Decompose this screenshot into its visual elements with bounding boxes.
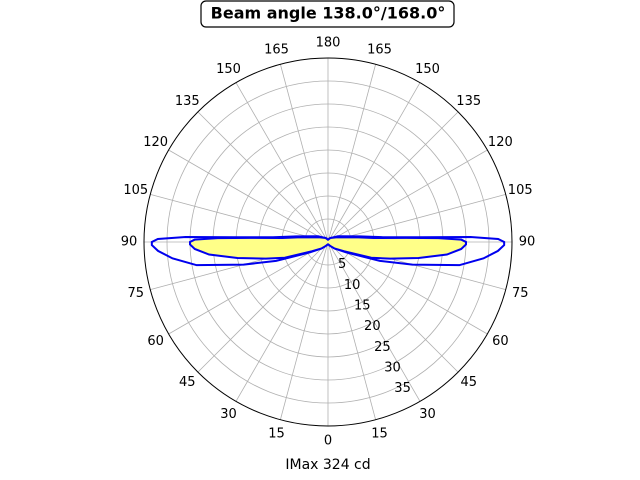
x-tick-label: 180 bbox=[316, 36, 341, 51]
grid-spoke bbox=[327, 64, 377, 243]
x-tick-label: 45 bbox=[179, 375, 196, 390]
x-tick-label: 75 bbox=[512, 286, 529, 301]
grid-spoke bbox=[235, 241, 329, 402]
grid-spoke bbox=[327, 149, 488, 243]
x-tick-label: 135 bbox=[175, 94, 200, 109]
x-tick-label: 75 bbox=[128, 286, 145, 301]
y-tick-label: 25 bbox=[374, 340, 391, 355]
grid-spoke bbox=[279, 64, 329, 243]
y-tick-label: 15 bbox=[354, 299, 371, 314]
x-tick-label: 15 bbox=[371, 427, 388, 442]
x-tick-label: 90 bbox=[121, 235, 138, 250]
grid-spoke bbox=[197, 111, 329, 243]
x-tick-label: 15 bbox=[268, 427, 285, 442]
grid-spoke bbox=[327, 241, 421, 402]
grid-spoke bbox=[168, 241, 329, 335]
y-tick-label: 10 bbox=[344, 278, 361, 293]
grid-spoke bbox=[168, 149, 329, 243]
x-tick-label: 120 bbox=[488, 135, 513, 150]
x-tick-label: 105 bbox=[508, 183, 533, 198]
x-tick-label: 60 bbox=[492, 334, 509, 349]
grid-spoke bbox=[150, 193, 329, 243]
grid-spoke bbox=[327, 241, 377, 420]
grid-spoke bbox=[327, 193, 506, 243]
grid-spoke bbox=[279, 241, 329, 420]
x-tick-label: 150 bbox=[216, 62, 241, 77]
chart-title: Beam angle 138.0°/168.0° bbox=[211, 4, 446, 23]
grid-spoke bbox=[327, 241, 459, 373]
x-tick-label: 45 bbox=[460, 375, 477, 390]
grid-spoke bbox=[327, 82, 421, 243]
x-tick-label: 30 bbox=[419, 407, 436, 422]
x-tick-label: 105 bbox=[123, 183, 148, 198]
grid-spoke bbox=[235, 82, 329, 243]
x-tick-label: 150 bbox=[415, 62, 440, 77]
x-axis-label: IMax 324 cd bbox=[285, 457, 370, 473]
grid-spoke bbox=[327, 241, 488, 335]
x-tick-label: 30 bbox=[220, 407, 237, 422]
x-tick-label: 60 bbox=[147, 334, 164, 349]
y-tick-label: 35 bbox=[394, 381, 411, 396]
title-box bbox=[200, 0, 455, 28]
y-tick-label: 30 bbox=[384, 361, 401, 376]
x-tick-label: 165 bbox=[367, 42, 392, 57]
x-tick-label: 165 bbox=[264, 42, 289, 57]
x-tick-label: 90 bbox=[519, 235, 536, 250]
series-line bbox=[188, 236, 468, 260]
x-tick-label: 0 bbox=[324, 434, 332, 449]
x-tick-label: 135 bbox=[456, 94, 481, 109]
y-tick-label: 5 bbox=[338, 257, 346, 272]
y-tick-label: 20 bbox=[364, 319, 381, 334]
grid-spoke bbox=[327, 111, 459, 243]
polar-frame bbox=[143, 57, 513, 427]
grid-spoke bbox=[197, 241, 329, 373]
x-tick-label: 120 bbox=[143, 135, 168, 150]
